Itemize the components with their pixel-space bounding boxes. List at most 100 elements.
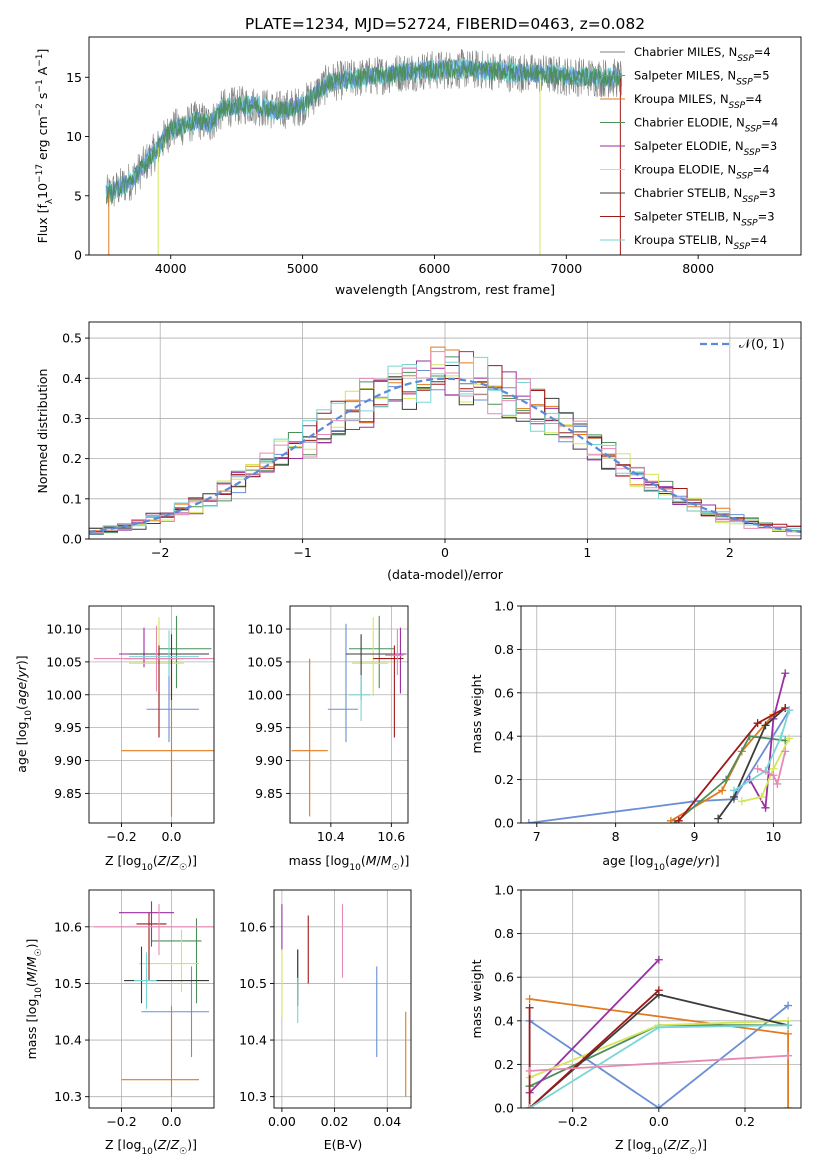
x-tick-label: 7	[533, 829, 541, 844]
x-tick-label: 0.2	[735, 1114, 755, 1129]
x-tick-label: 10	[765, 829, 781, 844]
x-tick-label: 7000	[550, 261, 582, 276]
y-tick-label: 10.3	[54, 1089, 82, 1104]
x-tick-label: −2	[151, 545, 169, 560]
x-tick-label: 6000	[419, 261, 451, 276]
x-tick-label: −1	[293, 545, 311, 560]
series-marker	[761, 803, 770, 812]
y-tick-label: 0.8	[494, 642, 514, 657]
x-axis-label: age [log10(age/yr)]	[602, 853, 719, 873]
y-tick-label: 10	[66, 129, 82, 144]
y-tick-label: 0.4	[62, 371, 82, 386]
legend-label: Salpeter STELIB, NSSP=3	[634, 210, 775, 229]
histogram-step	[89, 356, 801, 539]
x-tick-label: −0.2	[106, 1114, 136, 1129]
series-marker	[784, 1051, 793, 1060]
y-tick-label: 10.6	[239, 919, 267, 934]
y-tick-label: 0.2	[494, 1057, 514, 1072]
series-marker	[785, 734, 794, 743]
plot-area	[524, 669, 794, 823]
y-tick-label: 0.6	[494, 685, 514, 700]
series-line	[741, 737, 790, 803]
y-tick-label: 10.3	[239, 1089, 267, 1104]
plot-area	[94, 901, 214, 1097]
y-axis-label: mass weight	[469, 674, 484, 753]
series-marker	[784, 1021, 793, 1030]
legend-label: 𝒩(0, 1)	[739, 336, 785, 351]
y-tick-label: 10.05	[46, 654, 82, 669]
series-marker	[654, 955, 663, 964]
panel-mass-weight-vs-age: 7 8 9 10 0.0 0.2 0.4 0.6 0.8 1.0 age [log10(age/yr…	[469, 599, 802, 873]
y-tick-label: 0.0	[62, 532, 82, 547]
axes-frame	[273, 889, 412, 1109]
series-marker	[729, 786, 738, 795]
y-tick-label: 10.5	[54, 976, 82, 991]
y-tick-label: 9.85	[54, 786, 82, 801]
x-tick-label: −0.2	[558, 1114, 588, 1129]
series-line	[674, 735, 786, 823]
y-tick-label: 10.10	[46, 622, 82, 637]
series-marker	[761, 721, 770, 730]
y-tick-label: 0.2	[494, 772, 514, 787]
x-axis-label: E(B-V)	[324, 1137, 363, 1152]
x-axis-label: Z [log10(Z/Z☉)]	[105, 1137, 197, 1157]
series-marker	[524, 819, 533, 823]
axes-frame	[88, 36, 802, 256]
series-marker	[525, 1003, 534, 1012]
y-tick-label: 0.4	[494, 1013, 514, 1028]
x-tick-label: 10.4	[317, 829, 345, 844]
series-marker	[654, 986, 663, 995]
y-tick-label: 0.5	[62, 331, 82, 346]
x-tick-label: −0.2	[106, 829, 136, 844]
series-marker	[769, 771, 778, 780]
x-axis-label: Z [log10(Z/Z☉)]	[105, 853, 197, 873]
y-tick-label: 15	[66, 70, 82, 85]
axes-frame	[520, 889, 802, 1109]
plot-area	[291, 615, 407, 817]
x-tick-label: 0.0	[162, 1114, 182, 1129]
axes-frame	[88, 889, 215, 1109]
series-marker	[525, 995, 534, 1003]
x-tick-label: 0	[441, 545, 449, 560]
series-marker	[757, 792, 766, 801]
y-tick-label: 9.90	[255, 753, 283, 768]
x-axis-label: Z [log10(Z/Z☉)]	[615, 1137, 707, 1157]
series-line	[528, 989, 660, 1108]
y-tick-label: 10.00	[247, 687, 283, 702]
x-tick-label: 0.00	[268, 1114, 296, 1129]
series-marker	[674, 816, 683, 823]
plot-area	[281, 904, 407, 1097]
figure-title: PLATE=1234, MJD=52724, FIBERID=0463, z=0…	[245, 15, 645, 33]
y-tick-label: 10.6	[54, 919, 82, 934]
y-tick-label: 0.0	[494, 1101, 514, 1116]
x-tick-label: 8	[612, 829, 620, 844]
series-marker	[525, 1066, 534, 1075]
panel-spectrum: 4000 5000 6000 7000 8000 0 5 10 15 wavelength [An…	[35, 36, 802, 297]
panel-mass-weight-vs-z: −0.2 0.0 0.2 0.0 0.2 0.4 0.6 0.8 1.0 Z [log10(Z/Z…	[469, 883, 802, 1157]
legend-label: Kroupa STELIB, NSSP=4	[634, 233, 767, 252]
y-tick-label: 10.00	[46, 687, 82, 702]
legend-label: Chabrier ELODIE, NSSP=4	[634, 116, 778, 135]
series-line	[717, 707, 786, 820]
legend-label: Chabrier STELIB, NSSP=3	[634, 186, 776, 205]
panel-residual-histogram: −2 −1 0 1 2 0.0 0.1 0.2 0.3 0.4 0.5 𝒩(0, 1) (data-mo…	[35, 321, 802, 582]
series-marker	[781, 669, 790, 678]
series-marker	[525, 1104, 534, 1108]
x-tick-label: 2	[726, 545, 734, 560]
series-line	[529, 1004, 789, 1108]
axes-frame	[88, 605, 215, 824]
plot-area	[105, 48, 622, 255]
y-tick-label: 5	[74, 188, 82, 203]
y-tick-label: 0	[74, 248, 82, 263]
axes-frame	[520, 605, 802, 824]
y-axis-label: mass [log10(M/M☉)]	[24, 939, 44, 1060]
x-tick-label: 8000	[682, 261, 714, 276]
normal-curve	[89, 377, 801, 534]
series-line	[528, 709, 790, 823]
y-tick-label: 10.4	[54, 1033, 82, 1048]
y-axis-label: age [log10(age/yr)]	[14, 655, 34, 772]
series-marker	[737, 797, 746, 806]
histogram-step	[89, 351, 801, 539]
series-line	[529, 1054, 789, 1072]
